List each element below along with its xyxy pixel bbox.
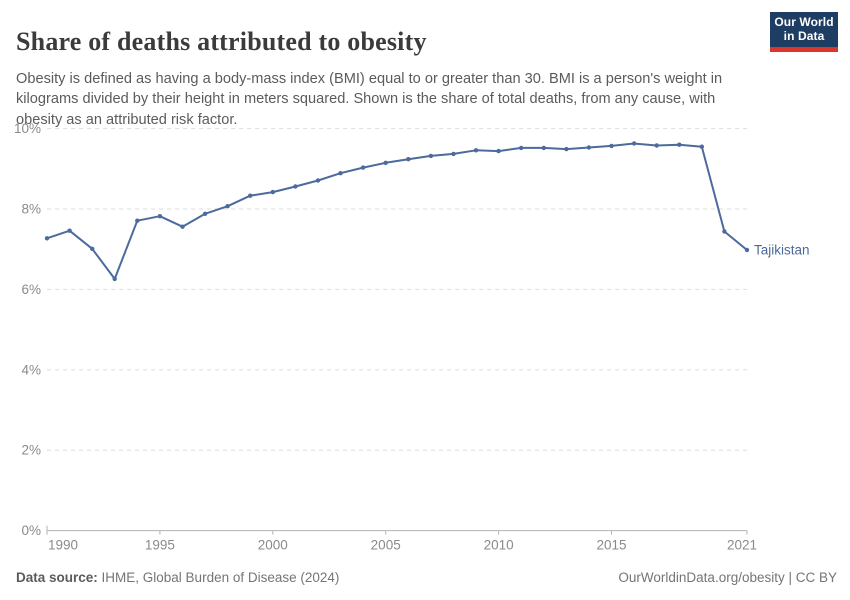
data-point bbox=[609, 143, 614, 149]
series-label-tajikistan[interactable]: Tajikistan bbox=[754, 243, 810, 258]
data-source: Data source: IHME, Global Burden of Dise… bbox=[16, 570, 339, 585]
data-point bbox=[293, 184, 298, 189]
data-point bbox=[202, 211, 208, 216]
data-point bbox=[248, 193, 253, 198]
data-point bbox=[519, 145, 524, 151]
data-point bbox=[90, 246, 95, 251]
data-point bbox=[157, 214, 163, 219]
y-tick-label: 0% bbox=[21, 523, 41, 538]
x-tick-label: 1990 bbox=[48, 538, 78, 553]
owid-logo-accent-bar bbox=[770, 47, 838, 52]
chart-footer: Data source: IHME, Global Burden of Dise… bbox=[16, 570, 837, 587]
data-point bbox=[270, 189, 275, 195]
data-point bbox=[315, 178, 321, 183]
data-point bbox=[586, 145, 592, 150]
y-tick-label: 8% bbox=[21, 202, 41, 217]
y-tick-label: 10% bbox=[14, 121, 41, 136]
data-point bbox=[699, 144, 704, 149]
x-tick-label: 2015 bbox=[596, 538, 626, 553]
data-point bbox=[383, 160, 388, 165]
data-source-text: IHME, Global Burden of Disease (2024) bbox=[97, 570, 340, 585]
owid-logo[interactable]: Our World in Data bbox=[770, 12, 838, 52]
data-point bbox=[677, 142, 682, 147]
page-title: Share of deaths attributed to obesity bbox=[16, 27, 427, 57]
data-point bbox=[135, 218, 140, 223]
data-point bbox=[541, 145, 546, 151]
x-tick-label: 1995 bbox=[145, 538, 175, 553]
y-tick-label: 6% bbox=[21, 282, 41, 297]
license-link[interactable]: OurWorldinData.org/obesity | CC BY bbox=[618, 570, 837, 585]
data-point bbox=[225, 204, 230, 209]
data-point bbox=[67, 228, 72, 233]
data-point bbox=[631, 141, 637, 146]
x-tick-label: 2000 bbox=[258, 538, 288, 553]
x-tick-label: 2010 bbox=[484, 538, 514, 553]
data-point bbox=[112, 276, 117, 282]
data-source-label: Data source: bbox=[16, 570, 98, 585]
y-tick-label: 4% bbox=[21, 362, 41, 377]
x-tick-label: 2005 bbox=[371, 538, 401, 553]
owid-logo-box: Our World in Data bbox=[770, 12, 838, 47]
data-point bbox=[428, 153, 434, 159]
data-point bbox=[496, 148, 501, 154]
trend-line-tajikistan[interactable] bbox=[46, 142, 748, 280]
data-point bbox=[564, 146, 569, 152]
data-point bbox=[44, 236, 50, 241]
x-tick-label: 2021 bbox=[727, 538, 757, 553]
y-tick-label: 2% bbox=[21, 443, 41, 458]
data-point bbox=[180, 224, 185, 229]
owid-logo-line2: in Data bbox=[783, 28, 825, 43]
data-point bbox=[451, 151, 456, 157]
owid-logo-line1: Our World bbox=[774, 14, 834, 29]
data-point bbox=[722, 229, 727, 234]
data-point bbox=[473, 148, 479, 153]
data-point bbox=[406, 157, 411, 162]
chart-subtitle: Obesity is defined as having a body-mass… bbox=[16, 70, 723, 129]
data-point bbox=[654, 143, 659, 148]
data-point bbox=[338, 171, 343, 176]
data-point bbox=[360, 165, 366, 170]
data-point bbox=[744, 247, 750, 253]
